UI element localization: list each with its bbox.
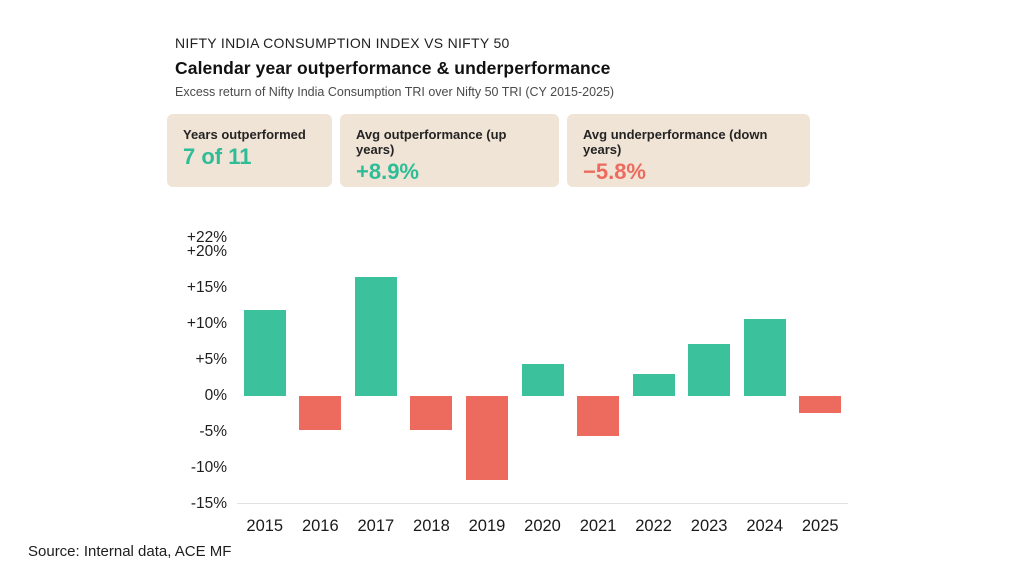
- plot-area: [237, 232, 848, 504]
- bar-columns: [237, 232, 848, 503]
- page-title: Calendar year outperformance & underperf…: [175, 58, 611, 78]
- x-tick-label: 2017: [357, 517, 395, 535]
- y-tick-label: -10%: [190, 459, 227, 477]
- x-tick-label: 2020: [524, 517, 561, 535]
- x-tick-label: 2015: [246, 517, 284, 535]
- bar-column: [681, 232, 737, 503]
- x-tick-label: 2018: [413, 517, 450, 535]
- bar-column: [404, 232, 460, 503]
- underperformance-bar: [799, 396, 842, 413]
- x-tick-label: 2019: [468, 517, 506, 535]
- outperformance-bar: [688, 344, 731, 397]
- x-tick-label: 2021: [579, 517, 617, 535]
- y-axis: +22% +20% +15% +10% +5% 0% -5% -10% -15%: [150, 228, 227, 512]
- x-tick-label: 2023: [690, 517, 728, 535]
- bar-column: [570, 232, 626, 503]
- chart-subtitle: Excess return of Nifty India Consumption…: [175, 85, 615, 99]
- y-tick-label: +22%: [186, 228, 227, 246]
- y-tick-label: +15%: [186, 279, 227, 297]
- y-tick-label: +20%: [186, 243, 227, 261]
- bar-column: [237, 232, 293, 503]
- x-axis: 2015 2016 2017 2018 2019 2020 2021 2022 2023 2024…: [237, 517, 848, 536]
- stat-card-avg-outperformance: Avg outperformance (up years) +8.9%: [340, 114, 559, 187]
- bar-column: [792, 232, 848, 503]
- x-tick-label: 2025: [801, 517, 839, 535]
- bar-column: [348, 232, 404, 503]
- bar-column: [626, 232, 682, 503]
- y-tick-label: +5%: [195, 351, 227, 369]
- underperformance-bar: [465, 396, 508, 480]
- outperformance-bar: [521, 363, 564, 397]
- bar-column: [515, 232, 571, 503]
- bar-column: [293, 232, 349, 503]
- bar-column: [737, 232, 793, 503]
- x-tick-label: 2022: [635, 517, 672, 535]
- outperformance-bar: [743, 319, 786, 397]
- stat-cards-row: Years outperformed 7 of 11 Avg outperfor…: [167, 114, 810, 187]
- x-tick-label: 2024: [746, 517, 784, 535]
- stat-label: Avg outperformance (up years): [356, 127, 507, 157]
- stat-value: −5.8%: [583, 159, 646, 184]
- y-tick-label: -5%: [199, 423, 227, 441]
- stat-label: Avg underperformance (down years): [583, 127, 768, 157]
- outperformance-bar: [632, 374, 675, 397]
- y-tick-label: -15%: [190, 495, 227, 512]
- source-note: Source: Internal data, ACE MF: [28, 543, 232, 560]
- bar-column: [459, 232, 515, 503]
- stat-value: 7 of 11: [183, 144, 252, 169]
- stat-card-avg-underperformance: Avg underperformance (down years) −5.8%: [567, 114, 810, 187]
- y-tick-label: +10%: [186, 315, 227, 333]
- underperformance-bar: [577, 396, 620, 436]
- y-tick-label: 0%: [204, 387, 227, 405]
- x-tick-label: 2016: [301, 517, 339, 535]
- stat-card-years-outperformed: Years outperformed 7 of 11: [167, 114, 332, 187]
- outperformance-bar: [243, 310, 286, 397]
- header: NIFTY INDIA CONSUMPTION INDEX VS NIFTY 5…: [175, 35, 614, 99]
- chart-eyebrow: NIFTY INDIA CONSUMPTION INDEX VS NIFTY 5…: [175, 35, 510, 51]
- stat-value: +8.9%: [356, 159, 419, 184]
- underperformance-bar: [410, 396, 453, 430]
- underperformance-bar: [299, 396, 342, 430]
- stat-label: Years outperformed: [183, 127, 306, 142]
- outperformance-bar: [354, 276, 397, 397]
